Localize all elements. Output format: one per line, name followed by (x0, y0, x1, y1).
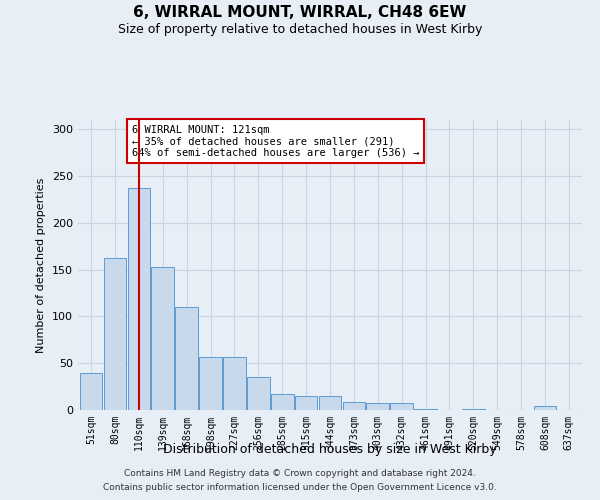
Bar (151, 267, 174, 410)
Bar (343, 402, 365, 410)
Bar (247, 378, 269, 410)
Bar (104, 258, 127, 410)
Bar (414, 409, 437, 410)
Bar (175, 307, 198, 410)
Bar (128, 188, 150, 410)
Text: Contains public sector information licensed under the Open Government Licence v3: Contains public sector information licen… (103, 484, 497, 492)
Bar (533, 406, 556, 410)
Bar (199, 356, 222, 410)
Text: Size of property relative to detached houses in West Kirby: Size of property relative to detached ho… (118, 22, 482, 36)
Text: Distribution of detached houses by size in West Kirby: Distribution of detached houses by size … (163, 442, 497, 456)
Bar (80, 372, 103, 410)
Text: 6 WIRRAL MOUNT: 121sqm
← 35% of detached houses are smaller (291)
64% of semi-de: 6 WIRRAL MOUNT: 121sqm ← 35% of detached… (132, 124, 419, 158)
Bar (462, 409, 485, 410)
Text: 6, WIRRAL MOUNT, WIRRAL, CH48 6EW: 6, WIRRAL MOUNT, WIRRAL, CH48 6EW (133, 5, 467, 20)
Bar (223, 356, 246, 410)
Bar (319, 396, 341, 410)
Bar (391, 404, 413, 410)
Bar (271, 394, 293, 410)
Y-axis label: Number of detached properties: Number of detached properties (37, 178, 46, 352)
Bar (295, 396, 317, 410)
Bar (367, 402, 389, 410)
Text: Contains HM Land Registry data © Crown copyright and database right 2024.: Contains HM Land Registry data © Crown c… (124, 468, 476, 477)
